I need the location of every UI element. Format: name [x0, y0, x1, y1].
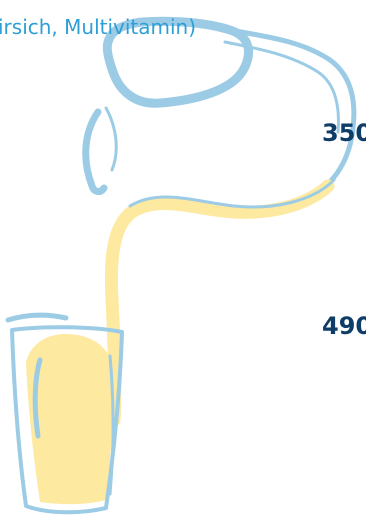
pitcher-icon	[82, 16, 357, 199]
stat-value-2: 490	[322, 312, 366, 340]
juice-stream-icon	[104, 178, 336, 427]
page-subtitle: irsich, Multivitamin)	[0, 15, 197, 39]
glass-icon	[5, 312, 124, 515]
stat-value-1: 350	[322, 119, 366, 147]
